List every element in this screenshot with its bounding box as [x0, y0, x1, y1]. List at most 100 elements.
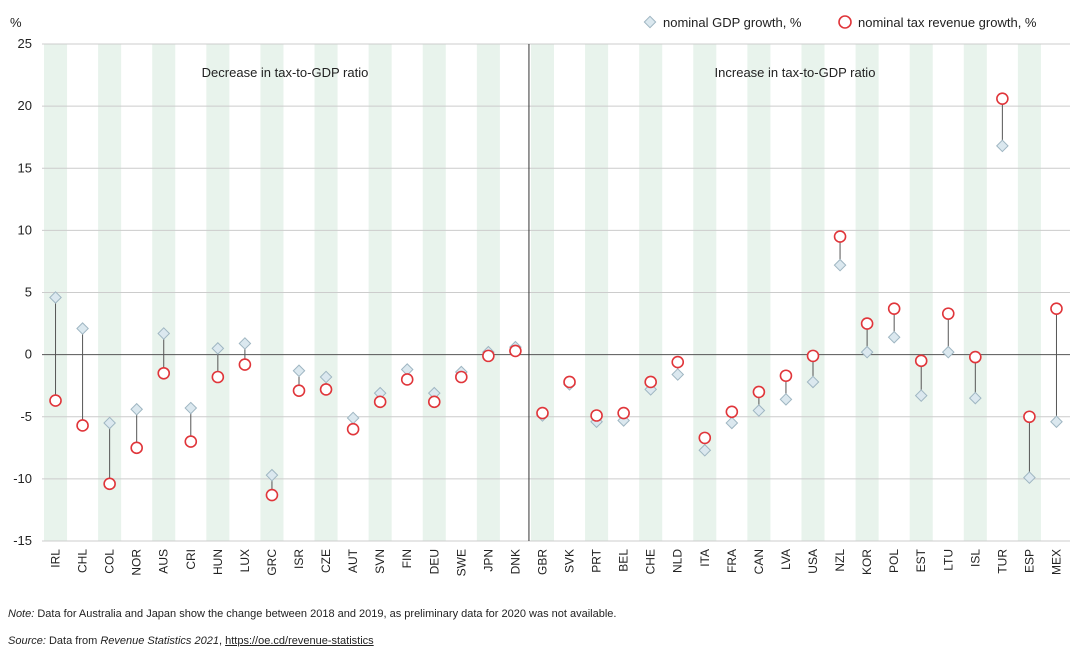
x-tick-fra: FRA: [725, 549, 739, 573]
y-tick--5: -5: [20, 409, 32, 424]
x-tick-mex: MEX: [1049, 549, 1063, 575]
tax-point-svk: [563, 375, 576, 389]
y-tick-25: 25: [18, 36, 32, 51]
gdp-point-esp: [1023, 471, 1036, 484]
legend-gdp-label: nominal GDP growth, %: [663, 15, 802, 30]
tax-point-irl: [49, 394, 62, 407]
x-tick-grc: GRC: [265, 549, 279, 576]
gdp-point-aut: [346, 411, 360, 425]
tax-point-aus: [157, 366, 171, 380]
gdp-point-irl: [49, 291, 62, 304]
gdp-point-usa: [806, 375, 820, 389]
gridlines: [42, 43, 1070, 542]
x-tick-ltu: LTU: [941, 549, 955, 571]
gdp-point-nzl: [833, 258, 847, 272]
x-tick-nor: NOR: [130, 549, 144, 576]
x-tick-dnk: DNK: [508, 549, 522, 574]
tax-point-prt: [590, 409, 603, 422]
markers: [49, 92, 1063, 502]
y-tick-15: 15: [18, 160, 32, 175]
tax-point-swe: [455, 370, 468, 384]
y-tick-20: 20: [18, 98, 32, 113]
gdp-point-mex: [1050, 415, 1063, 429]
gdp-point-pol: [887, 330, 901, 344]
gdp-point-est: [914, 389, 928, 402]
gdp-point-chl: [76, 322, 89, 335]
x-tick-lva: LVA: [779, 549, 793, 570]
x-tick-fin: FIN: [400, 549, 414, 568]
y-tick--15: -15: [13, 533, 32, 548]
tax-point-aut: [346, 422, 360, 436]
gdp-point-cri: [184, 401, 198, 415]
y-tick-5: 5: [25, 285, 32, 300]
x-tick-nzl: NZL: [833, 549, 847, 572]
x-tick-usa: USA: [806, 549, 820, 574]
source-title: Revenue Statistics 2021: [100, 635, 219, 647]
x-tick-bel: BEL: [617, 549, 631, 572]
gdp-point-fin: [400, 363, 414, 376]
gdp-point-fra: [725, 416, 739, 430]
x-tick-est: EST: [914, 548, 928, 572]
gdp-point-isr: [292, 364, 306, 378]
tax-point-grc: [265, 488, 279, 502]
x-tick-isr: ISR: [292, 549, 306, 569]
tax-point-mex: [1050, 302, 1063, 315]
source-label: Source:: [8, 635, 46, 647]
source-link[interactable]: https://oe.cd/revenue-statistics: [225, 635, 374, 647]
x-tick-chl: CHL: [76, 549, 90, 573]
tax-point-esp: [1023, 410, 1036, 424]
x-tick-gbr: GBR: [535, 549, 549, 575]
x-tick-can: CAN: [752, 549, 766, 574]
note-line: Note: Data for Australia and Japan show …: [8, 608, 616, 620]
x-tick-svn: SVN: [373, 549, 387, 574]
legend-tax-label: nominal tax revenue growth, %: [858, 15, 1037, 30]
tax-point-can: [752, 385, 766, 399]
tax-point-dnk: [509, 344, 522, 358]
tax-point-kor: [860, 317, 874, 330]
legend-gdp-marker: [643, 15, 657, 29]
gdp-point-deu: [427, 386, 441, 400]
gdp-point-aus: [157, 327, 171, 340]
gdp-point-tur: [996, 139, 1009, 153]
note-text: Data for Australia and Japan show the ch…: [34, 608, 617, 620]
x-tick-aut: AUT: [346, 548, 360, 573]
x-tick-nld: NLD: [671, 549, 685, 573]
x-tick-che: CHE: [644, 549, 658, 574]
tax-point-tur: [996, 92, 1009, 105]
tax-point-ltu: [941, 307, 955, 320]
gdp-point-grc: [265, 468, 279, 482]
x-tick-cri: CRI: [184, 549, 198, 570]
gdp-point-lux: [238, 337, 252, 350]
y-tick-0: 0: [25, 347, 32, 362]
tax-point-cze: [319, 383, 333, 396]
tax-point-isr: [292, 384, 306, 397]
y-tick-10: 10: [18, 222, 32, 237]
gdp-point-col: [103, 416, 116, 430]
x-tick-lux: LUX: [238, 549, 252, 572]
x-tick-svk: SVK: [563, 549, 577, 573]
source-line: Source: Data from Revenue Statistics 202…: [8, 635, 374, 647]
chart-svg: -15 -10 -5 0 5 10 15 20 25 % Decrease in tax-to-…: [10, 15, 1070, 576]
x-tick-esp: ESP: [1022, 549, 1036, 573]
x-tick-col: COL: [103, 549, 117, 574]
gdp-point-ita: [698, 443, 712, 457]
x-tick-prt: PRT: [590, 548, 604, 572]
gdp-point-hun: [211, 342, 225, 355]
tax-point-est: [914, 354, 928, 368]
gdp-point-kor: [860, 345, 874, 359]
gdp-point-cze: [319, 370, 333, 384]
tax-point-col: [103, 477, 116, 491]
x-tick-deu: DEU: [427, 549, 441, 574]
x-tick-ita: ITA: [698, 549, 712, 567]
x-tick-kor: KOR: [860, 549, 874, 575]
gdp-point-nor: [130, 402, 144, 416]
gdp-point-can: [752, 404, 766, 417]
tax-point-cri: [184, 435, 198, 448]
tax-point-gbr: [536, 406, 549, 420]
x-tick-tur: TUR: [995, 549, 1009, 574]
tax-point-ita: [698, 431, 712, 445]
legend-tax-marker: [838, 15, 852, 29]
tax-point-che: [644, 375, 657, 389]
tax-point-fin: [400, 373, 414, 386]
gdp-point-isl: [968, 391, 982, 405]
